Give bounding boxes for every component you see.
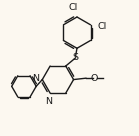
Text: Cl: Cl [97, 22, 107, 31]
Text: O: O [91, 74, 98, 83]
Text: Cl: Cl [69, 3, 78, 12]
Text: N: N [32, 74, 39, 83]
Text: N: N [45, 97, 52, 106]
Text: S: S [73, 53, 79, 62]
